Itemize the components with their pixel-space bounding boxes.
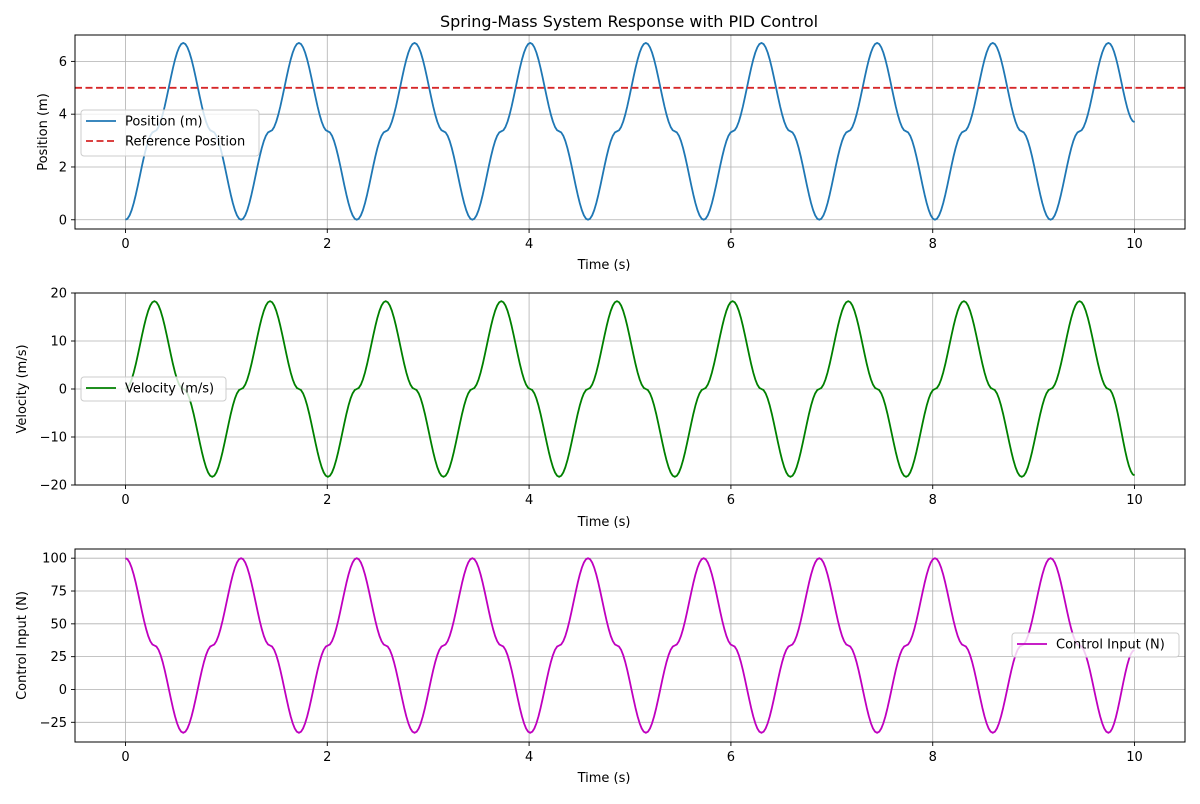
figure-title: Spring-Mass System Response with PID Con… [440,12,818,31]
x-tick-label: 4 [525,493,533,508]
x-tick-label: 8 [929,237,937,252]
legend-box [1011,632,1180,658]
y-tick-label: 10 [50,335,67,350]
series-line-velocity-m-s [125,300,1136,478]
legend-label: Velocity (m/s) [125,382,214,397]
y-tick-label: 2 [59,160,67,175]
legend: Velocity (m/s) [80,376,227,402]
y-tick-label: 25 [50,650,67,665]
x-tick-label: 10 [1126,237,1143,252]
legend-label: Control Input (N) [1056,638,1165,653]
x-axis-label: Time (s) [577,258,631,273]
y-axis-label: Velocity (m/s) [15,344,30,433]
x-tick-label: 8 [929,493,937,508]
y-tick-label: 4 [59,108,67,123]
y-tick-label: 75 [50,585,67,600]
x-tick-label: 0 [121,237,129,252]
x-tick-label: 2 [323,237,331,252]
y-tick-label: 6 [59,55,67,70]
axes-frame [74,548,1186,743]
y-tick-label: 0 [59,213,67,228]
y-tick-label: −25 [40,716,67,731]
legend-box [80,109,260,157]
y-tick-label: 0 [59,383,67,398]
y-tick-label: 50 [50,617,67,632]
y-tick-label: −10 [40,431,67,446]
x-tick-label: 2 [323,493,331,508]
x-axis-label: Time (s) [577,515,631,530]
y-tick-label: 0 [59,683,67,698]
x-tick-label: 4 [525,237,533,252]
x-tick-label: 2 [323,750,331,765]
x-tick-label: 8 [929,750,937,765]
x-tick-label: 10 [1126,493,1143,508]
x-tick-label: 10 [1126,750,1143,765]
x-tick-label: 6 [727,237,735,252]
series-line-control-input-n [125,557,1135,734]
series-line-position-m [125,42,1135,221]
legend-label: Position (m) [125,115,203,130]
y-tick-label: −20 [40,479,67,494]
subplot-3: 0 2 4 6 8 10 −25 0 25 50 75 100 Time (s) Control Inpu… [15,548,1186,786]
x-tick-label: 6 [727,493,735,508]
y-axis-label: Control Input (N) [15,591,30,700]
x-tick-label: 0 [121,493,129,508]
legend-label: Reference Position [125,135,245,150]
legend: Control Input (N) [1011,632,1180,658]
x-tick-label: 0 [121,750,129,765]
y-tick-label: 100 [42,552,67,567]
x-tick-label: 6 [727,750,735,765]
axes-frame [74,34,1186,230]
x-tick-label: 4 [525,750,533,765]
x-axis-label: Time (s) [577,771,631,786]
y-tick-label: 20 [50,287,67,302]
legend: Position (m) Reference Position [80,109,260,157]
subplot-2: 0 2 4 6 8 10 −20 −10 0 10 20 Time (s) Velocity (m/s)… [15,287,1186,530]
legend-box [80,376,227,402]
y-axis-label: Position (m) [36,93,51,171]
